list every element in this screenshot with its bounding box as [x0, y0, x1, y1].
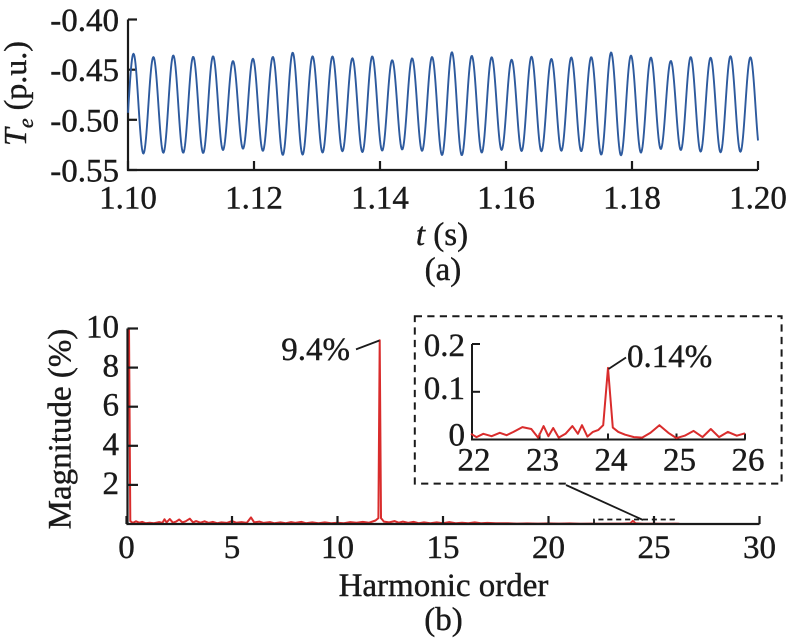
svg-text:6: 6: [103, 388, 120, 424]
svg-text:30: 30: [743, 530, 776, 566]
svg-text:15: 15: [427, 530, 460, 566]
svg-text:1.12: 1.12: [225, 181, 283, 217]
svg-text:5: 5: [224, 530, 241, 566]
svg-text:25: 25: [663, 443, 696, 479]
svg-text:22: 22: [458, 443, 491, 479]
svg-text:0.14%: 0.14%: [627, 339, 712, 375]
svg-text:t (s): t (s): [416, 217, 468, 253]
svg-text:20: 20: [532, 530, 565, 566]
svg-text:(b): (b): [424, 602, 462, 638]
svg-text:9.4%: 9.4%: [281, 332, 350, 368]
svg-text:0: 0: [449, 417, 466, 453]
svg-text:Magnitude (%): Magnitude (%): [43, 329, 79, 530]
svg-text:0: 0: [118, 530, 135, 566]
svg-text:Harmonic order: Harmonic order: [339, 568, 549, 604]
svg-text:1.20: 1.20: [729, 181, 787, 217]
svg-text:26: 26: [732, 443, 765, 479]
svg-text:0.2: 0.2: [424, 328, 465, 364]
svg-text:1.18: 1.18: [603, 181, 661, 217]
svg-text:(a): (a): [425, 252, 462, 288]
svg-text:1.14: 1.14: [351, 181, 409, 217]
svg-text:-0.50: -0.50: [50, 103, 119, 139]
svg-text:-0.40: -0.40: [50, 3, 119, 39]
svg-text:8: 8: [103, 349, 120, 385]
svg-text:1.16: 1.16: [477, 181, 535, 217]
svg-text:2: 2: [103, 466, 120, 502]
svg-text:1.10: 1.10: [99, 181, 157, 217]
svg-text:Te (p.u.): Te (p.u.): [0, 41, 38, 146]
svg-text:24: 24: [595, 443, 628, 479]
svg-text:4: 4: [103, 427, 120, 463]
svg-text:10: 10: [86, 310, 119, 346]
svg-text:25: 25: [638, 530, 671, 566]
svg-text:23: 23: [526, 443, 559, 479]
svg-text:0.1: 0.1: [424, 371, 465, 407]
svg-text:-0.55: -0.55: [50, 154, 119, 190]
svg-text:-0.45: -0.45: [50, 53, 119, 89]
svg-text:10: 10: [321, 530, 354, 566]
